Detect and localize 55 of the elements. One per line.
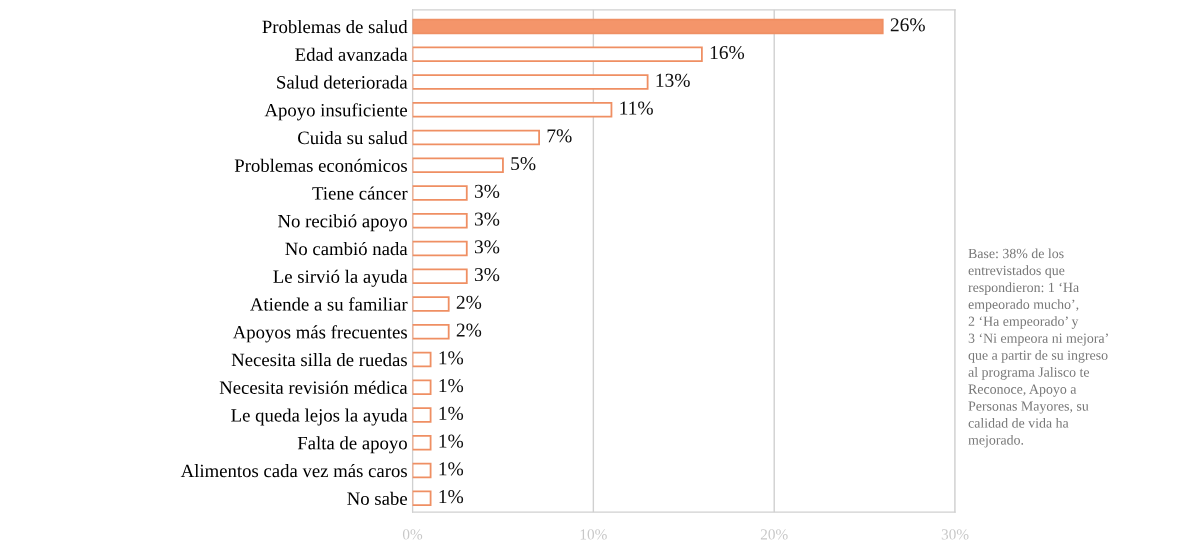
bar [412, 185, 468, 201]
bar [412, 268, 468, 285]
data-label: 26% [890, 18, 925, 32]
y-tick-label: Le queda lejos la ayuda [231, 408, 408, 426]
bar [412, 462, 432, 479]
y-tick-label: No cambió nada [285, 241, 408, 256]
data-label: 1% [439, 351, 464, 365]
y-tick-label: Necesita revisión médica [219, 380, 408, 394]
y-tick-label: Alimentos cada vez más caros [180, 463, 407, 478]
y-tick-label: Salud deteriorada [277, 75, 408, 89]
bar [412, 74, 649, 90]
bar [412, 490, 432, 507]
y-tick-label: Atiende a su familiar [250, 297, 408, 311]
bar [412, 240, 468, 257]
data-label: 3% [474, 240, 500, 254]
bar [412, 351, 432, 368]
data-label: 2% [456, 295, 482, 309]
data-label: 11% [620, 101, 653, 115]
data-label: 1% [439, 434, 464, 448]
y-tick-label: Apoyo insuficiente [264, 103, 408, 121]
data-label: 2% [456, 323, 482, 337]
data-label: 1% [439, 490, 464, 504]
data-label: 1% [439, 406, 464, 420]
bar [412, 407, 432, 423]
data-label: 3% [474, 268, 500, 282]
y-tick-label: Problemas económicos [234, 158, 407, 172]
y-tick-label: Tiene cáncer [312, 186, 408, 200]
data-label: 7% [547, 129, 572, 143]
y-tick-label: Falta de apoyo [297, 436, 407, 454]
bar [412, 157, 504, 174]
bar [412, 18, 884, 35]
y-tick-label: Le sirvió la ayuda [273, 269, 408, 287]
data-label: 1% [439, 379, 464, 393]
bar [412, 323, 450, 340]
bar [412, 434, 432, 451]
data-label: 3% [474, 212, 500, 226]
y-tick-label: No recibió apoyo [278, 214, 407, 232]
y-tick-label: No sabe [347, 491, 407, 505]
y-tick-label: Apoyos más frecuentes [232, 325, 407, 343]
data-label: 3% [474, 184, 500, 198]
bar [412, 379, 432, 396]
bar [412, 296, 450, 312]
data-label: 13% [656, 73, 690, 87]
bar [412, 46, 703, 63]
data-label: 16% [710, 45, 745, 60]
y-tick-label: Cuida su salud [298, 130, 408, 145]
bar [412, 129, 541, 146]
y-tick-label: Edad avanzada [295, 47, 408, 61]
text: Base: 38% de los entrevistados que respondieron: 1 ‘Ha empeorado mucho’, 2 ‘Ha empeorado’ y 3 ‘Ni empeora ni mejora’ que a partir de su ingreso al programa Jalisco te Reconoce, Apoyo a Personas Mayores, su calidad de vida ha mejorado. [968, 248, 1108, 448]
y-tick-label: Problemas de salud [262, 19, 408, 34]
data-label: 1% [439, 462, 464, 476]
bar [412, 101, 613, 118]
data-label: 5% [511, 156, 536, 171]
bar [412, 212, 468, 229]
y-tick-label: Necesita silla de ruedas [231, 353, 407, 367]
